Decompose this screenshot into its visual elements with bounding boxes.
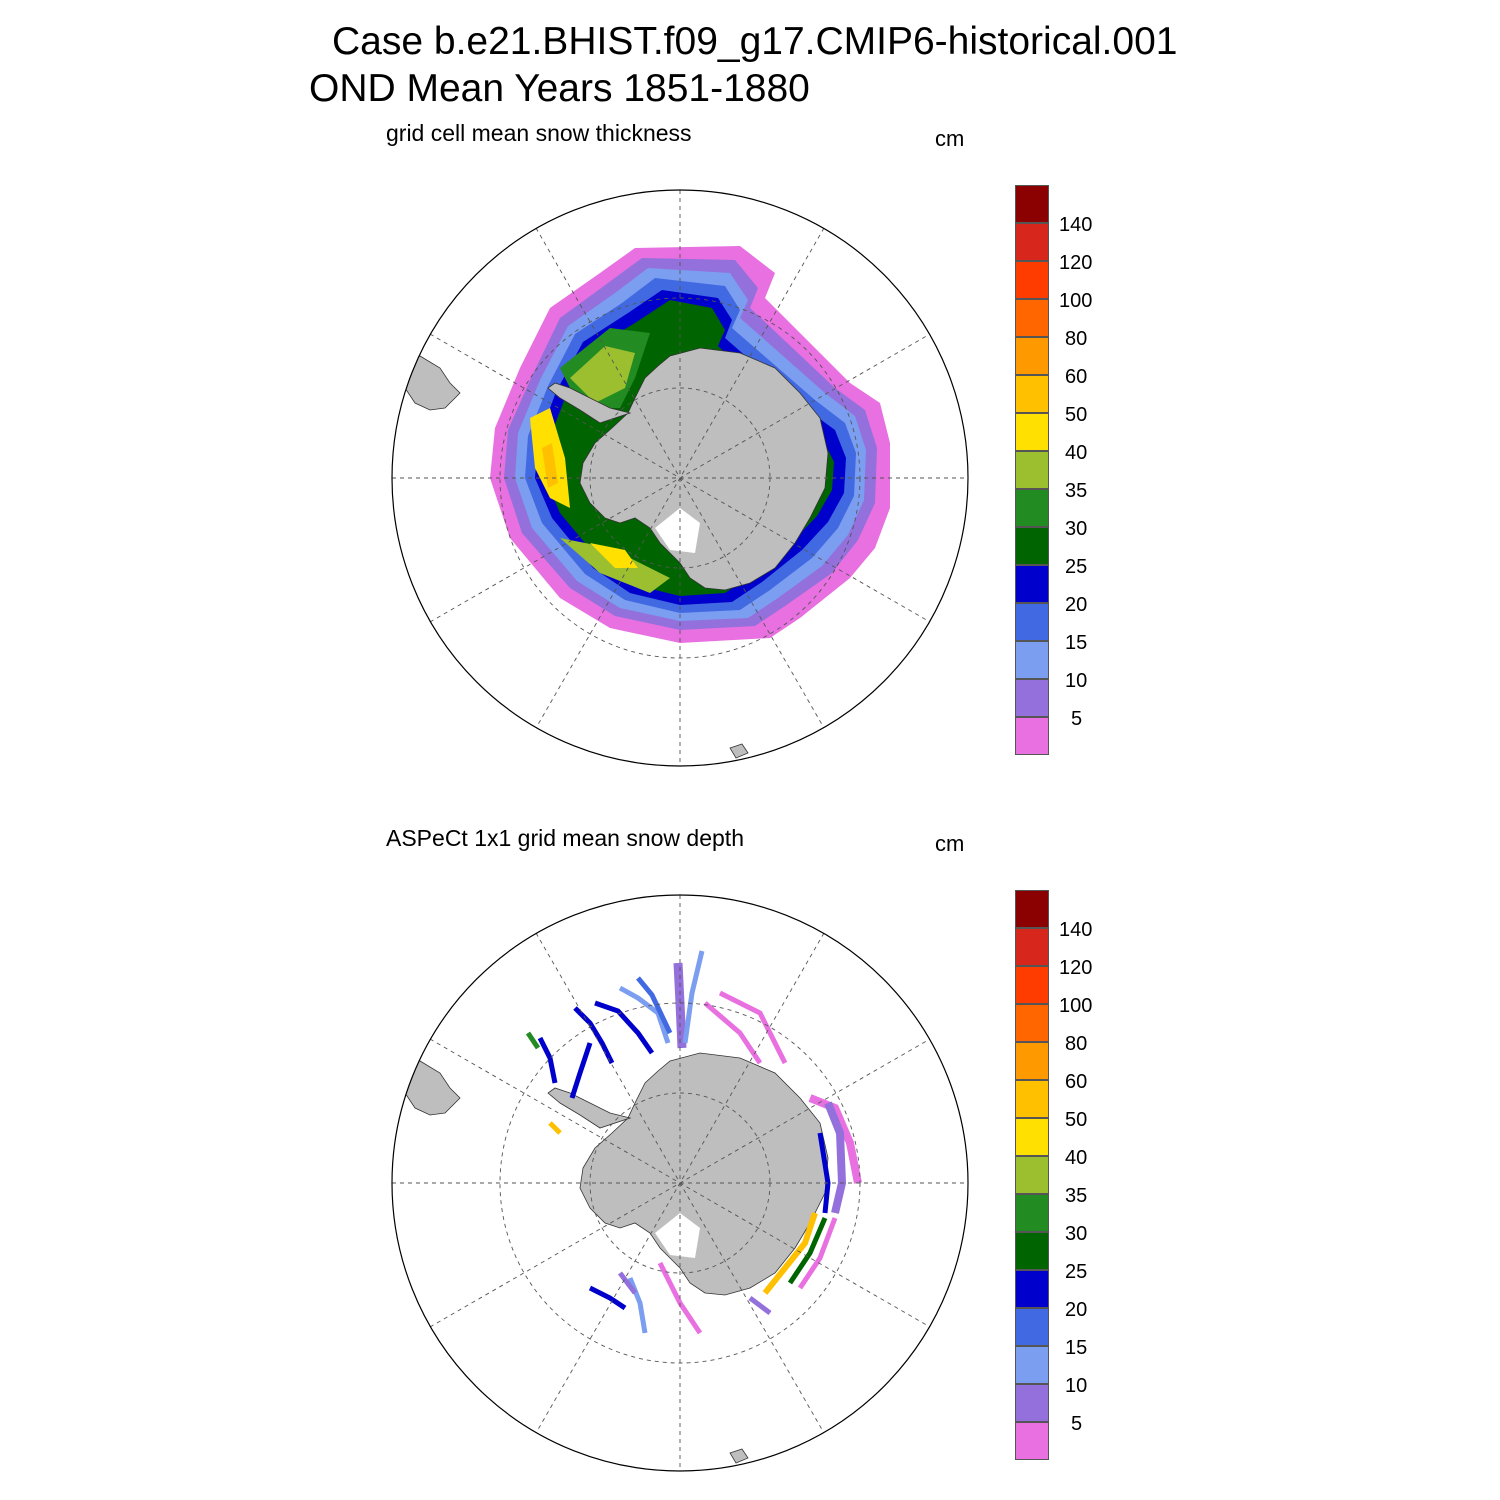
colorbar-tick-label: 25	[1065, 1261, 1088, 1283]
colorbar-tick-label: 30	[1065, 518, 1088, 540]
colorbar-swatch	[1015, 261, 1049, 299]
snow-band-50-60	[542, 443, 558, 488]
top-colorbar: 140 120 100 80 60 50 40 35 30 25 20 15 1…	[1015, 185, 1115, 757]
antarctic-peninsula	[547, 1087, 632, 1129]
colorbar-tick-label: 100	[1059, 290, 1093, 312]
bottom-colorbar: 140 120 100 80 60 50 40 35 30 25 20 15 1…	[1015, 890, 1115, 1462]
colorbar-swatch	[1015, 603, 1049, 641]
antarctica-landmass	[579, 347, 829, 591]
colorbar-tick-label: 10	[1065, 1375, 1088, 1397]
colorbar-swatch	[1015, 527, 1049, 565]
colorbar-swatch	[1015, 413, 1049, 451]
colorbar-tick-label: 15	[1065, 632, 1088, 654]
bottom-graticule	[392, 895, 968, 1471]
colorbar-tick-label: 140	[1059, 919, 1093, 941]
antarctica-landmass	[579, 1052, 829, 1296]
colorbar-swatch	[1015, 1308, 1049, 1346]
colorbar-swatch	[1015, 223, 1049, 261]
colorbar-swatch	[1015, 1118, 1049, 1156]
colorbar-tick-label: 140	[1059, 214, 1093, 236]
colorbar-tick-label: 100	[1059, 995, 1093, 1017]
bottom-polar-map	[391, 894, 969, 1472]
figure-title-line-1: Case b.e21.BHIST.f09_g17.CMIP6-historica…	[332, 20, 1178, 63]
colorbar-tick-label: 120	[1059, 252, 1093, 274]
colorbar-tick-label: 35	[1065, 480, 1088, 502]
bottom-panel-label: ASPeCt 1x1 grid mean snow depth	[386, 825, 744, 851]
colorbar-swatch	[1015, 1080, 1049, 1118]
top-graticule	[392, 190, 968, 766]
colorbar-tick-label: 80	[1065, 328, 1088, 350]
colorbar-swatch	[1015, 928, 1049, 966]
colorbar-tick-label: 20	[1065, 594, 1088, 616]
ross-ice-shelf-gap	[655, 508, 700, 553]
bottom-map-border	[391, 894, 969, 1472]
colorbar-tick-label: 5	[1071, 708, 1083, 730]
colorbar-swatch	[1015, 717, 1049, 755]
top-map-border	[391, 189, 969, 767]
colorbar-swatch	[1015, 337, 1049, 375]
colorbar-swatch	[1015, 966, 1049, 1004]
antarctic-peninsula	[547, 382, 632, 424]
colorbar-swatch	[1015, 641, 1049, 679]
colorbar-swatch	[1015, 1156, 1049, 1194]
colorbar-swatch	[1015, 1042, 1049, 1080]
colorbar-swatch	[1015, 679, 1049, 717]
colorbar-tick-label: 15	[1065, 1337, 1088, 1359]
top-panel-label: grid cell mean snow thickness	[386, 120, 692, 146]
colorbar-swatch	[1015, 489, 1049, 527]
island-landmass	[729, 1448, 749, 1464]
south-america-landmass	[399, 1060, 461, 1116]
colorbar-swatch	[1015, 185, 1049, 223]
colorbar-tick-label: 35	[1065, 1185, 1088, 1207]
colorbar-tick-label: 50	[1065, 1109, 1088, 1131]
colorbar-swatch	[1015, 1384, 1049, 1422]
colorbar-tick-label: 10	[1065, 670, 1088, 692]
bottom-panel-units: cm	[935, 831, 965, 856]
island-landmass	[729, 743, 749, 759]
colorbar-tick-label: 120	[1059, 957, 1093, 979]
colorbar-swatch	[1015, 451, 1049, 489]
snow-band-40-50-b	[590, 543, 638, 568]
south-america-landmass	[399, 355, 461, 411]
colorbar-swatch	[1015, 1346, 1049, 1384]
colorbar-tick-label: 40	[1065, 1147, 1088, 1169]
colorbar-tick-label: 5	[1071, 1413, 1083, 1435]
colorbar-swatch	[1015, 1194, 1049, 1232]
colorbar-swatch	[1015, 1004, 1049, 1042]
colorbar-swatch	[1015, 375, 1049, 413]
colorbar-swatch	[1015, 565, 1049, 603]
colorbar-swatch	[1015, 1232, 1049, 1270]
snow-band-35-40	[570, 346, 635, 403]
colorbar-swatch	[1015, 890, 1049, 928]
top-polar-map	[391, 189, 969, 767]
ross-ice-shelf-gap	[655, 1213, 700, 1258]
colorbar-tick-label: 30	[1065, 1223, 1088, 1245]
colorbar-swatch	[1015, 1270, 1049, 1308]
top-panel-units: cm	[935, 126, 965, 151]
colorbar-tick-label: 20	[1065, 1299, 1088, 1321]
colorbar-tick-label: 50	[1065, 404, 1088, 426]
colorbar-tick-label: 60	[1065, 366, 1088, 388]
colorbar-swatch	[1015, 299, 1049, 337]
colorbar-tick-label: 25	[1065, 556, 1088, 578]
colorbar-tick-label: 80	[1065, 1033, 1088, 1055]
colorbar-tick-label: 40	[1065, 442, 1088, 464]
colorbar-swatch	[1015, 1422, 1049, 1460]
colorbar-tick-label: 60	[1065, 1071, 1088, 1093]
figure-title-line-2: OND Mean Years 1851-1880	[309, 67, 810, 110]
